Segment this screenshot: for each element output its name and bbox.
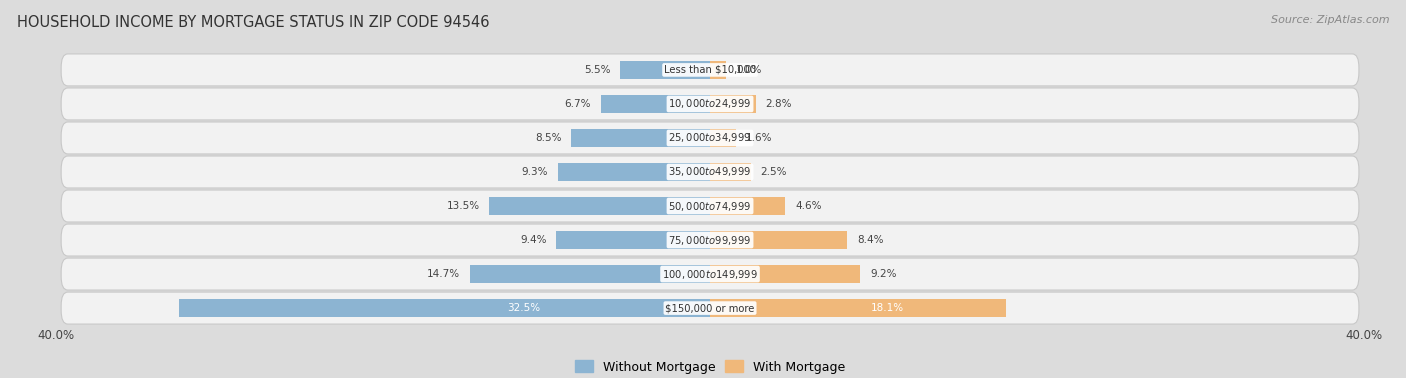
Bar — [620, 61, 710, 79]
Legend: Without Mortgage, With Mortgage: Without Mortgage, With Mortgage — [569, 355, 851, 378]
Bar — [710, 129, 737, 147]
FancyBboxPatch shape — [60, 156, 1360, 188]
Text: $35,000 to $49,999: $35,000 to $49,999 — [668, 166, 752, 178]
Text: $25,000 to $34,999: $25,000 to $34,999 — [668, 132, 752, 144]
Text: 8.4%: 8.4% — [858, 235, 883, 245]
Text: 6.7%: 6.7% — [564, 99, 591, 109]
Text: $75,000 to $99,999: $75,000 to $99,999 — [668, 234, 752, 246]
Text: 2.8%: 2.8% — [766, 99, 792, 109]
Bar — [710, 197, 785, 215]
Text: 9.4%: 9.4% — [520, 235, 547, 245]
FancyBboxPatch shape — [60, 190, 1360, 222]
Text: $100,000 to $149,999: $100,000 to $149,999 — [662, 268, 758, 280]
Text: $150,000 or more: $150,000 or more — [665, 303, 755, 313]
Text: 9.2%: 9.2% — [870, 269, 897, 279]
FancyBboxPatch shape — [60, 54, 1360, 86]
FancyBboxPatch shape — [60, 88, 1360, 120]
Text: Source: ZipAtlas.com: Source: ZipAtlas.com — [1271, 15, 1389, 25]
Text: 8.5%: 8.5% — [534, 133, 561, 143]
FancyBboxPatch shape — [60, 258, 1360, 290]
Bar — [557, 231, 710, 249]
Text: 13.5%: 13.5% — [447, 201, 479, 211]
Bar — [571, 129, 710, 147]
Text: 4.6%: 4.6% — [794, 201, 821, 211]
Text: $50,000 to $74,999: $50,000 to $74,999 — [668, 200, 752, 212]
Text: 5.5%: 5.5% — [583, 65, 610, 75]
Bar — [710, 299, 1005, 317]
Bar — [710, 61, 727, 79]
FancyBboxPatch shape — [60, 292, 1360, 324]
Bar — [489, 197, 710, 215]
Text: HOUSEHOLD INCOME BY MORTGAGE STATUS IN ZIP CODE 94546: HOUSEHOLD INCOME BY MORTGAGE STATUS IN Z… — [17, 15, 489, 30]
Bar — [710, 95, 756, 113]
Text: $10,000 to $24,999: $10,000 to $24,999 — [668, 98, 752, 110]
Bar — [710, 231, 848, 249]
Text: 14.7%: 14.7% — [427, 269, 460, 279]
Text: 2.5%: 2.5% — [761, 167, 787, 177]
Text: 18.1%: 18.1% — [870, 303, 904, 313]
FancyBboxPatch shape — [60, 122, 1360, 154]
Text: 32.5%: 32.5% — [508, 303, 541, 313]
Bar — [600, 95, 710, 113]
Text: Less than $10,000: Less than $10,000 — [664, 65, 756, 75]
Text: 1.0%: 1.0% — [737, 65, 762, 75]
Bar — [558, 163, 710, 181]
FancyBboxPatch shape — [60, 224, 1360, 256]
Text: 9.3%: 9.3% — [522, 167, 548, 177]
Bar — [710, 163, 751, 181]
Bar — [710, 265, 860, 283]
Bar — [179, 299, 710, 317]
Bar — [470, 265, 710, 283]
Text: 1.6%: 1.6% — [747, 133, 772, 143]
